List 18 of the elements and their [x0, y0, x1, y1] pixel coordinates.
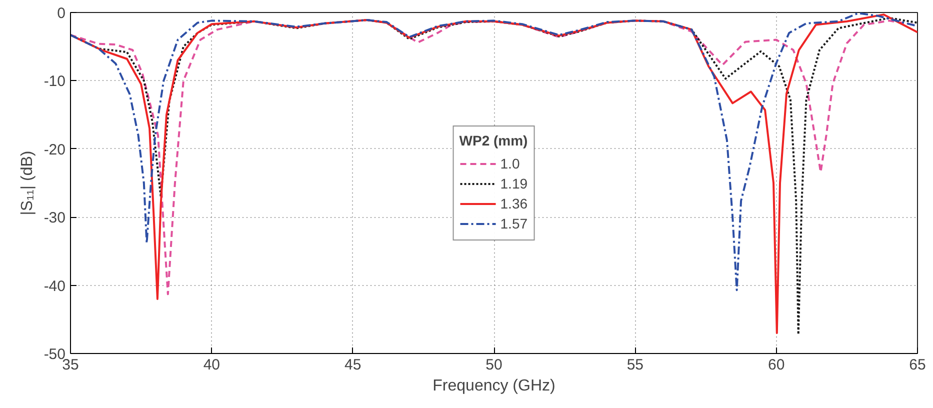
x-tick-label: 40	[203, 356, 220, 374]
x-tick-label: 65	[909, 356, 926, 374]
x-tick-label: 60	[768, 356, 785, 374]
y-tick-label: -20	[44, 141, 66, 158]
y-tick-label: -30	[44, 210, 66, 227]
x-tick-label: 45	[344, 356, 362, 374]
legend-label: 1.36	[500, 195, 528, 211]
legend-label: 1.57	[500, 215, 528, 231]
y-tick-label: -10	[44, 73, 66, 90]
y-axis-title: |S₁₁| (dB)	[18, 150, 36, 216]
x-tick-label: 55	[626, 356, 644, 374]
legend-title: WP2 (mm)	[459, 132, 528, 148]
y-tick-label: -40	[44, 278, 66, 295]
legend-label: 1.19	[500, 175, 528, 191]
legend-label: 1.0	[500, 155, 520, 171]
y-tick-label: 0	[57, 5, 66, 22]
x-tick-label: 50	[486, 356, 502, 374]
x-axis-title: Frequency (GHz)	[432, 378, 556, 394]
